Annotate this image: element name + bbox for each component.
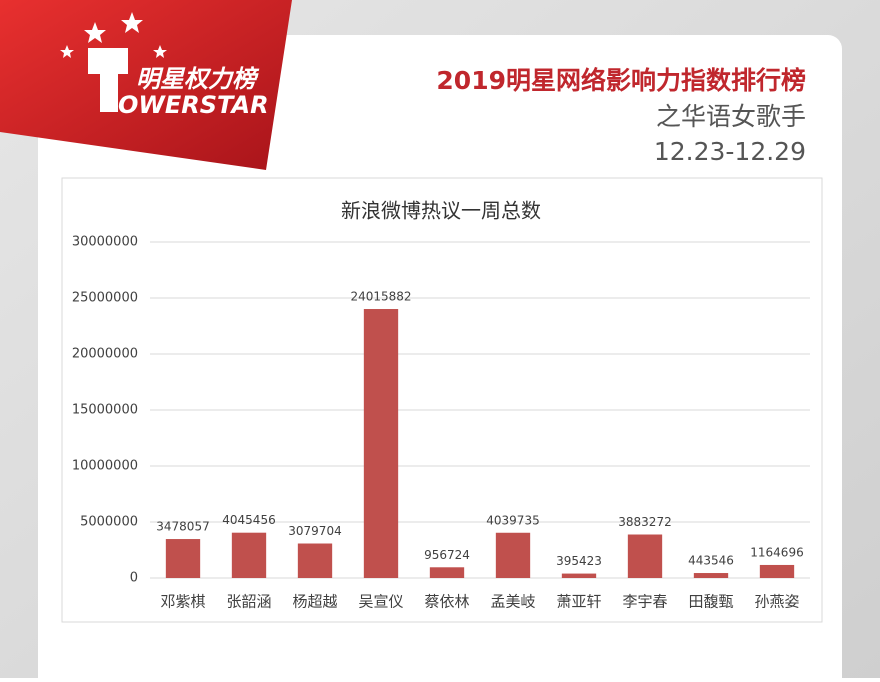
bar [759, 564, 795, 578]
value-label: 4045456 [222, 513, 275, 527]
y-tick-label: 5000000 [80, 515, 138, 530]
value-label: 395423 [556, 554, 602, 568]
value-label: 3883272 [618, 515, 671, 529]
x-tick-label: 孙燕姿 [754, 593, 799, 611]
plot: 0 5000000 10000000 15000000 20000000 25000000… [72, 235, 810, 611]
y-tick-label: 10000000 [72, 459, 138, 474]
bar [627, 534, 663, 578]
value-label: 1164696 [750, 545, 803, 559]
bar [693, 573, 729, 578]
bar [363, 309, 399, 578]
page-title: 2019明星网络影响力指数排行榜 [436, 66, 806, 95]
stars [60, 12, 167, 58]
value-label: 956724 [424, 548, 470, 562]
x-tick-label: 吴宣仪 [358, 593, 403, 611]
x-tick-label: 邓紫棋 [160, 593, 205, 611]
x-tick-label: 张韶涵 [226, 593, 271, 611]
bar [429, 567, 465, 578]
bar [561, 573, 597, 578]
value-label: 24015882 [350, 290, 411, 304]
page-subtitle: 之华语女歌手 [656, 102, 806, 131]
x-tick-label: 蔡依林 [424, 593, 469, 611]
value-label: 3478057 [156, 520, 209, 534]
x-tick-label: 孟美岐 [490, 593, 535, 611]
date-range: 12.23-12.29 [654, 137, 806, 166]
bar [495, 532, 531, 578]
y-tick-label: 25000000 [72, 291, 138, 306]
bar [165, 539, 201, 578]
logo-en: OWERSTAR [118, 91, 269, 119]
x-tick-label: 李宇春 [622, 593, 667, 611]
logo-fist [88, 48, 128, 112]
value-label: 4039735 [486, 513, 539, 527]
x-tick-label: 田馥甄 [688, 593, 733, 611]
x-tick-label: 杨超越 [292, 593, 337, 611]
y-tick-label: 30000000 [72, 235, 138, 250]
bar [231, 532, 267, 578]
chart-title: 新浪微博热议一周总数 [341, 199, 541, 223]
value-label: 3079704 [288, 524, 341, 538]
logo-cn: 明星权力榜 [136, 65, 260, 93]
bar [297, 543, 333, 578]
banner [0, 0, 292, 170]
y-tick-label: 20000000 [72, 347, 138, 362]
x-tick-label: 萧亚轩 [556, 593, 601, 611]
value-label: 443546 [688, 554, 734, 568]
y-tick-label: 15000000 [72, 403, 138, 418]
y-tick-label: 0 [130, 571, 138, 586]
